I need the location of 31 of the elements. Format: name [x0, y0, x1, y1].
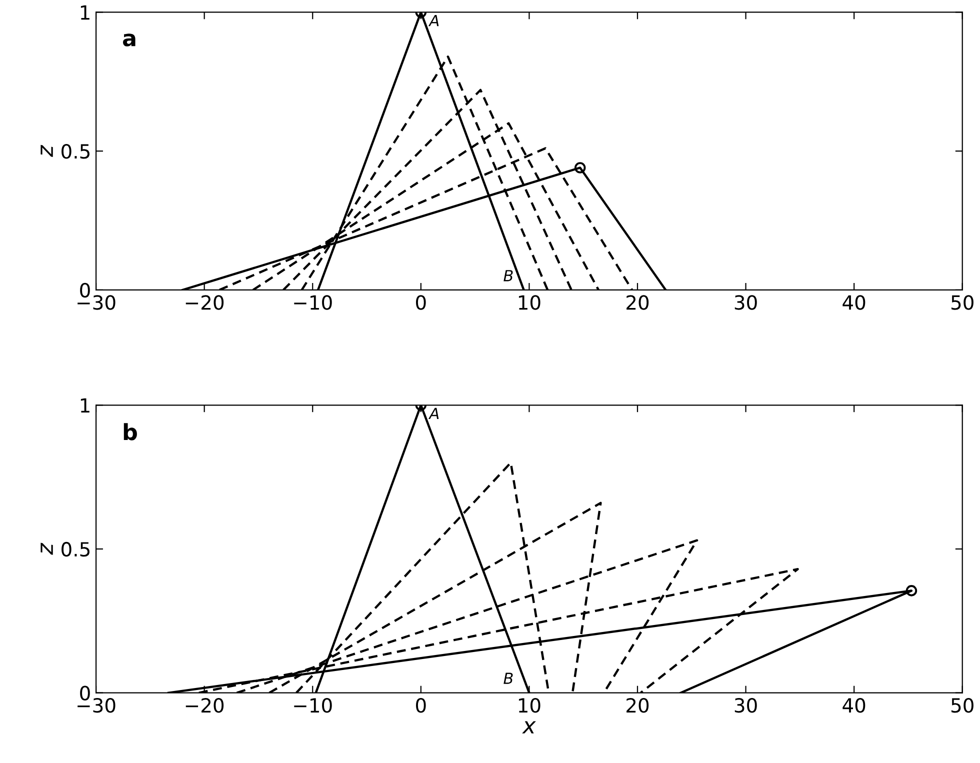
x-tick-label: −30 [78, 698, 116, 713]
x-tick-label: 30 [734, 295, 757, 310]
x-axis-title: x [522, 721, 536, 734]
x-tick-label: 20 [626, 295, 649, 310]
y-tick-label: 1 [80, 398, 90, 413]
x-tick-label: 10 [518, 698, 540, 713]
x-tick-label: −20 [186, 698, 224, 713]
x-tick-label: 10 [518, 295, 540, 310]
x-tick-label: 50 [951, 295, 974, 310]
annotation: b [124, 423, 137, 440]
y-axis-title: z [40, 144, 53, 157]
y-tick-label: 0 [80, 686, 90, 700]
x-tick-label: 40 [842, 295, 866, 310]
annotation: a [122, 34, 136, 46]
x-tick-label: 50 [951, 698, 974, 713]
x-tick-label: −20 [186, 295, 224, 310]
x-tick-label: 30 [734, 698, 757, 713]
x-tick-label: 40 [842, 698, 866, 713]
x-tick-label: −10 [294, 698, 332, 713]
annotation: A [428, 408, 439, 420]
annotation: A [428, 14, 439, 26]
y-tick-label: 1 [80, 5, 90, 20]
x-tick-label: 0 [416, 698, 426, 713]
x-tick-label: −10 [294, 295, 332, 310]
y-tick-label: 0.5 [62, 542, 90, 557]
x-tick-label: 0 [416, 295, 426, 310]
x-tick-label: 20 [626, 698, 649, 713]
annotation: B [504, 270, 513, 282]
annotation: B [504, 672, 513, 684]
y-axis-title: z [40, 542, 53, 555]
y-tick-label: 0.5 [62, 144, 90, 159]
